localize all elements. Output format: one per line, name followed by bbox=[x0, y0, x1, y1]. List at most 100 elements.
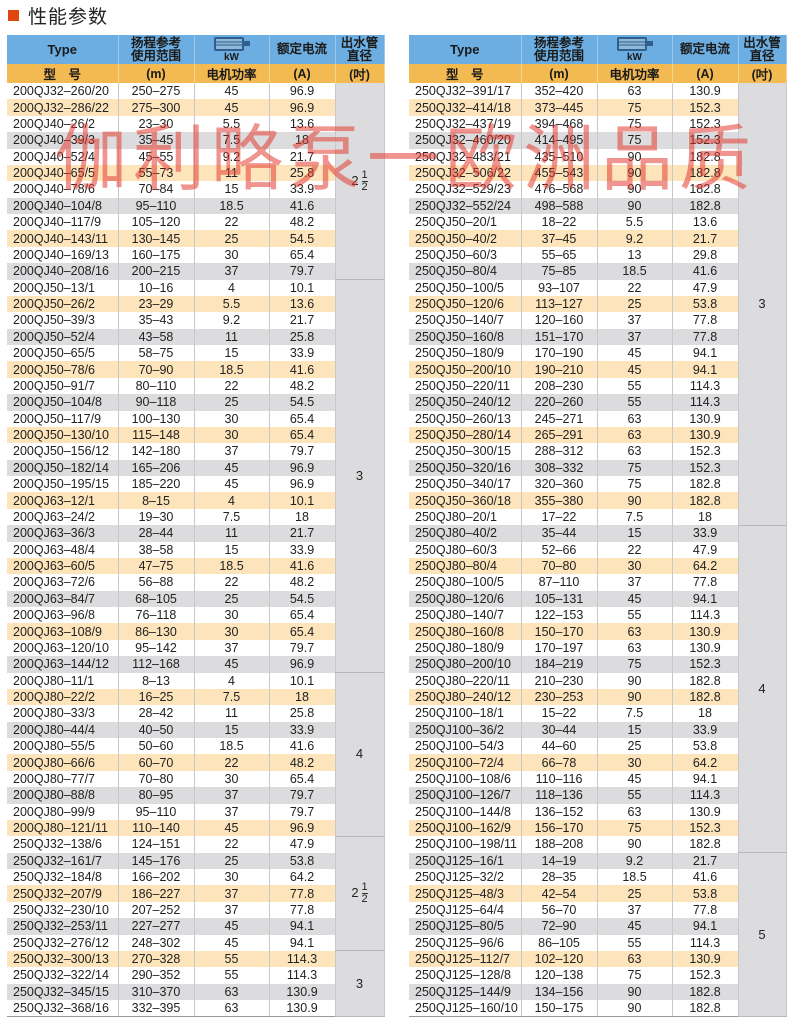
current-cell: 65.4 bbox=[269, 623, 336, 640]
head-range-cell: 230–253 bbox=[521, 688, 598, 706]
power-cell: 18.5 bbox=[597, 869, 673, 886]
table-row: 200QJ50–39/3 35–43 9.2 21.7 bbox=[7, 312, 384, 329]
table-row: 250QJ32–506/22 455–543 90 182.8 bbox=[409, 164, 786, 182]
header-range: 扬程参考使用范围 bbox=[521, 35, 598, 64]
model-cell: 250QJ32–483/21 bbox=[409, 148, 522, 165]
head-range-cell: 52–66 bbox=[521, 541, 598, 558]
model-cell: 200QJ50–104/8 bbox=[7, 394, 119, 411]
table-row: 250QJ50–200/10 190–210 45 94.1 bbox=[409, 361, 786, 378]
pipe-diameter-cell: 5 bbox=[737, 852, 787, 1018]
power-cell: 30 bbox=[194, 246, 270, 264]
head-range-cell: 265–291 bbox=[521, 426, 598, 444]
model-cell: 250QJ100–54/3 bbox=[409, 738, 522, 755]
power-cell: 5.5 bbox=[194, 115, 270, 133]
head-range-cell: 498–588 bbox=[521, 197, 598, 214]
table-row: 200QJ63–60/5 47–75 18.5 41.6 bbox=[7, 557, 384, 575]
head-range-cell: 105–131 bbox=[521, 590, 598, 607]
pipe-denominator: 2 bbox=[361, 893, 368, 906]
model-cell: 200QJ40–65/5 bbox=[7, 164, 119, 182]
head-range-cell: 100–130 bbox=[118, 410, 195, 427]
head-range-cell: 80–95 bbox=[118, 787, 195, 804]
header-type-cn: 型 号 bbox=[409, 64, 522, 83]
head-range-cell: 8–15 bbox=[118, 492, 195, 509]
power-cell: 63 bbox=[597, 410, 673, 427]
current-cell: 96.9 bbox=[269, 83, 336, 100]
table-row: 250QJ50–20/1 18–22 5.5 13.6 bbox=[409, 214, 786, 231]
table-row: 250QJ80–60/3 52–66 22 47.9 bbox=[409, 541, 786, 558]
head-range-cell: 113–127 bbox=[521, 295, 598, 313]
model-cell: 200QJ50–91/7 bbox=[7, 377, 119, 395]
model-cell: 200QJ63–72/6 bbox=[7, 574, 119, 591]
table-row: 250QJ50–40/2 37–45 9.2 21.7 bbox=[409, 230, 786, 247]
table-row: 200QJ40–26/2 23–30 5.5 13.6 bbox=[7, 115, 384, 133]
table-row: 200QJ32–286/22 275–300 45 96.9 bbox=[7, 99, 384, 116]
head-range-cell: 227–277 bbox=[118, 918, 195, 935]
current-cell: 96.9 bbox=[269, 99, 336, 116]
table-row: 200QJ50–195/15 185–220 45 96.9 bbox=[7, 476, 384, 493]
current-cell: 182.8 bbox=[672, 983, 739, 1000]
head-range-cell: 134–156 bbox=[521, 983, 598, 1000]
model-cell: 250QJ50–360/18 bbox=[409, 492, 522, 509]
current-cell: 182.8 bbox=[672, 148, 739, 165]
power-cell: 37 bbox=[597, 574, 673, 591]
model-cell: 200QJ40–117/9 bbox=[7, 214, 119, 231]
model-cell: 200QJ40–78/6 bbox=[7, 181, 119, 198]
current-cell: 77.8 bbox=[269, 885, 336, 902]
model-cell: 200QJ40–52/4 bbox=[7, 148, 119, 165]
model-cell: 200QJ32–286/22 bbox=[7, 99, 119, 116]
power-cell: 63 bbox=[194, 983, 270, 1000]
model-cell: 250QJ32–322/14 bbox=[7, 967, 119, 984]
model-cell: 250QJ100–18/1 bbox=[409, 705, 522, 722]
power-cell: 63 bbox=[597, 426, 673, 444]
current-cell: 114.3 bbox=[269, 967, 336, 984]
table-row: 200QJ50–156/12 142–180 37 79.7 bbox=[7, 443, 384, 460]
head-range-cell: 15–22 bbox=[521, 705, 598, 722]
model-cell: 250QJ32–300/13 bbox=[7, 950, 119, 968]
table-row: 250QJ32–184/8 166–202 30 64.2 bbox=[7, 869, 384, 886]
power-cell: 37 bbox=[194, 787, 270, 804]
power-cell: 11 bbox=[194, 705, 270, 722]
model-cell: 250QJ100–108/6 bbox=[409, 770, 522, 788]
pipe-diameter-cell: 3 bbox=[737, 83, 787, 526]
head-range-cell: 200–215 bbox=[118, 263, 195, 280]
table-row: 250QJ50–120/6 113–127 25 53.8 bbox=[409, 295, 786, 313]
table-row: 200QJ63–108/9 86–130 30 65.4 bbox=[7, 623, 384, 640]
head-range-cell: 50–60 bbox=[118, 738, 195, 755]
current-cell: 18 bbox=[672, 508, 739, 526]
table-row: 200QJ50–130/10 115–148 30 65.4 bbox=[7, 426, 384, 444]
model-cell: 250QJ32–230/10 bbox=[7, 901, 119, 919]
current-cell: 96.9 bbox=[269, 656, 336, 673]
head-range-cell: 151–170 bbox=[521, 328, 598, 345]
header-kw-unit: kW bbox=[627, 52, 642, 63]
power-cell: 9.2 bbox=[194, 148, 270, 165]
model-cell: 250QJ50–140/7 bbox=[409, 312, 522, 329]
head-range-cell: 42–54 bbox=[521, 885, 598, 902]
header-current-unit: (A) bbox=[672, 64, 739, 83]
head-range-cell: 120–138 bbox=[521, 967, 598, 984]
table-row: 250QJ50–300/15 288–312 63 152.3 bbox=[409, 443, 786, 460]
model-cell: 200QJ80–55/5 bbox=[7, 738, 119, 755]
table-row: 200QJ80–22/2 16–25 7.5 18 bbox=[7, 688, 384, 706]
head-range-cell: 72–90 bbox=[521, 918, 598, 935]
table-row: 250QJ80–120/6 105–131 45 94.1 bbox=[409, 590, 786, 607]
power-cell: 18.5 bbox=[194, 557, 270, 575]
head-range-cell: 60–70 bbox=[118, 754, 195, 771]
power-cell: 90 bbox=[597, 492, 673, 509]
current-cell: 65.4 bbox=[269, 410, 336, 427]
head-range-cell: 320–360 bbox=[521, 476, 598, 493]
pipe-diameter-cell: 4 bbox=[334, 672, 385, 837]
power-cell: 7.5 bbox=[597, 705, 673, 722]
current-cell: 47.9 bbox=[672, 541, 739, 558]
model-cell: 250QJ50–80/4 bbox=[409, 263, 522, 280]
model-cell: 250QJ125–16/1 bbox=[409, 852, 522, 869]
table-row: 250QJ50–220/11 208–230 55 114.3 bbox=[409, 377, 786, 395]
table-row: 200QJ80–55/5 50–60 18.5 41.6 bbox=[7, 738, 384, 755]
current-cell: 94.1 bbox=[672, 918, 739, 935]
power-cell: 55 bbox=[194, 950, 270, 968]
table-row: 200QJ40–208/16 200–215 37 79.7 bbox=[7, 263, 384, 280]
current-cell: 65.4 bbox=[269, 770, 336, 788]
current-cell: 33.9 bbox=[672, 721, 739, 738]
model-cell: 250QJ32–138/6 bbox=[7, 836, 119, 853]
power-cell: 45 bbox=[597, 770, 673, 788]
power-cell: 30 bbox=[194, 607, 270, 624]
